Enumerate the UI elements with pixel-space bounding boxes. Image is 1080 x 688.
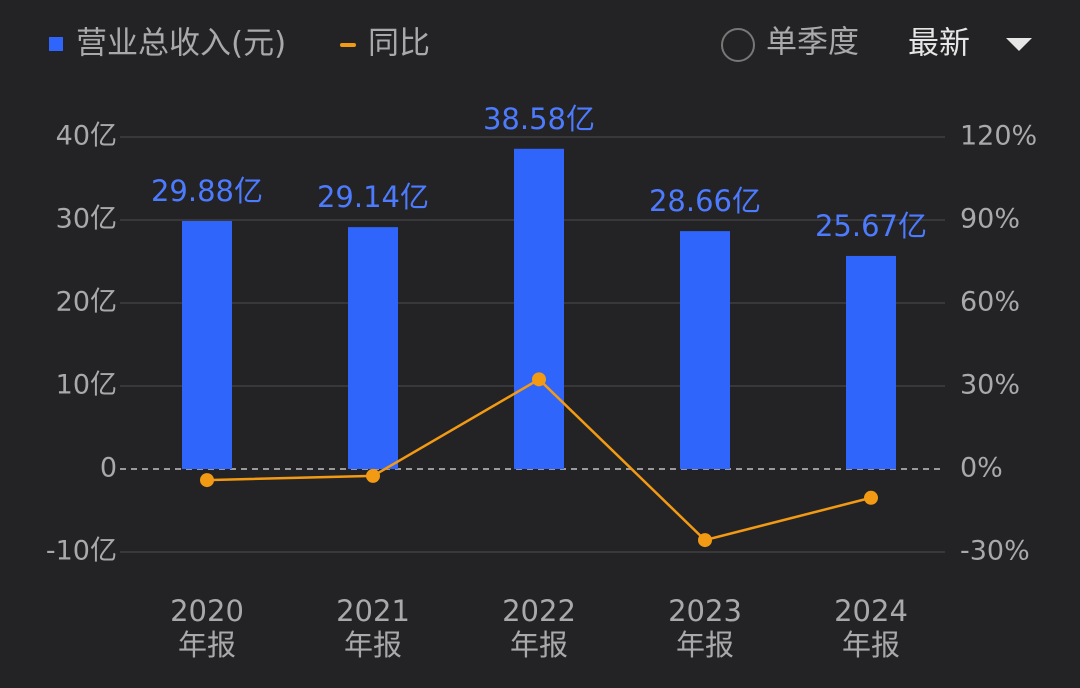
y2-tick-label: 90%	[960, 204, 1020, 235]
value-label: 38.58亿	[483, 102, 595, 136]
toggle-label[interactable]: 单季度	[766, 25, 859, 61]
y2-tick-label: 120%	[960, 121, 1037, 152]
bar	[348, 227, 398, 469]
bar	[514, 148, 564, 469]
line-point	[864, 490, 878, 505]
value-label: 29.14亿	[317, 180, 429, 214]
y2-tick-label: 60%	[960, 287, 1020, 318]
line-point	[366, 468, 380, 483]
y2-tick-label: 30%	[960, 370, 1020, 401]
x-tick-label: 2021年报	[336, 594, 410, 662]
value-label: 25.67亿	[815, 209, 927, 243]
y-tick-label: 30亿	[56, 204, 117, 235]
x-tick-label: 2020年报	[170, 594, 244, 662]
dropdown-arrow[interactable]	[1006, 38, 1032, 51]
legend-swatch	[340, 43, 356, 47]
bar	[182, 220, 232, 469]
line-point	[698, 533, 712, 548]
quarterly-toggle[interactable]: 单季度	[721, 25, 859, 62]
y2-tick-label: -30%	[960, 536, 1030, 567]
value-label: 29.88亿	[151, 174, 263, 208]
line-point	[200, 473, 214, 488]
bar	[680, 231, 730, 469]
period-select[interactable]: 最新	[908, 26, 1032, 62]
y-tick-label: 0	[100, 453, 117, 484]
legend-label: 营业总收入(元)	[76, 26, 286, 62]
x-tick-label: 2023年报	[668, 594, 742, 662]
y-tick-label: -10亿	[46, 536, 117, 567]
legend-label: 同比	[368, 26, 430, 62]
y2-tick-label: 0%	[960, 453, 1003, 484]
bar	[846, 255, 896, 469]
legend-swatch	[49, 37, 63, 51]
select-label[interactable]: 最新	[908, 26, 970, 62]
y-tick-label: 40亿	[56, 121, 117, 152]
value-label: 28.66亿	[649, 184, 761, 218]
radio[interactable]	[721, 28, 755, 62]
y-tick-label: 10亿	[56, 370, 117, 401]
line-point	[532, 372, 546, 387]
x-tick-label: 2024年报	[834, 594, 908, 662]
x-tick-label: 2022年报	[502, 594, 576, 662]
y-tick-label: 20亿	[56, 287, 117, 318]
